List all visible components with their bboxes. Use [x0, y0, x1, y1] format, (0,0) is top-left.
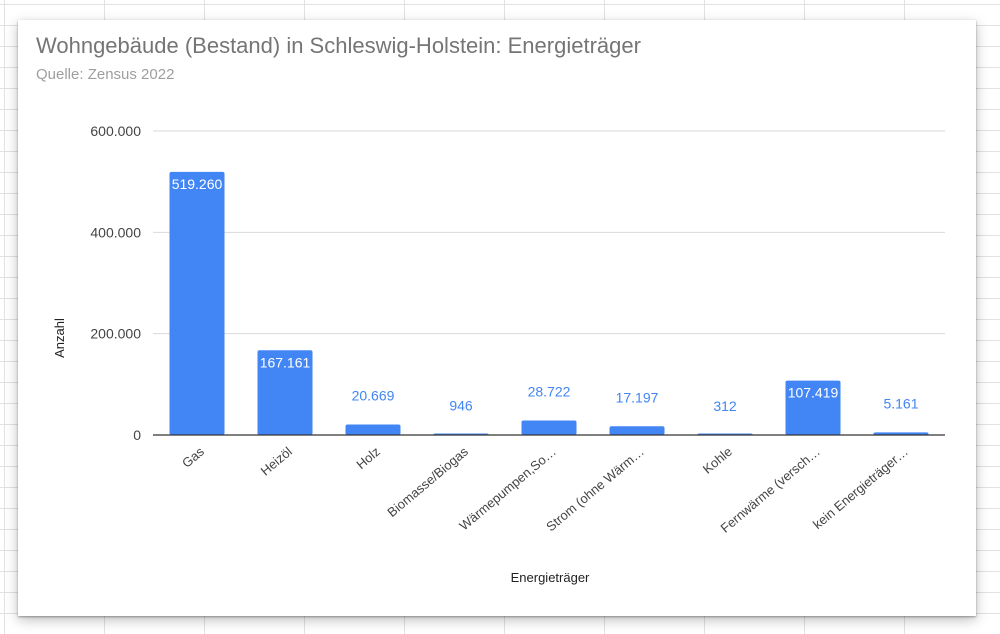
- x-axis-ticks: Gas Heizöl Holz Biomasse/BiogasWärmepumpen,…: [179, 443, 911, 535]
- x-tick-label: Biomasse/Biogas: [384, 443, 471, 519]
- data-label: 312: [713, 398, 737, 414]
- y-tick-label: 200.000: [90, 326, 141, 342]
- x-tick-label: Wärmepumpen,So…: [456, 444, 559, 534]
- data-label: 28.722: [528, 383, 571, 399]
- data-label: 946: [449, 398, 473, 414]
- x-tick-label: Holz: [353, 444, 383, 472]
- y-axis-label: Anzahl: [52, 318, 67, 358]
- y-axis-ticks: 0 200.000 400.000 600.000: [90, 123, 141, 443]
- data-labels: 519.260 167.161 20.669 946 28.722 17.197 312 10…: [172, 176, 919, 414]
- y-tick-label: 600.000: [90, 123, 141, 139]
- data-label: 107.419: [788, 385, 839, 401]
- bar[interactable]: [345, 424, 401, 435]
- bar[interactable]: [785, 380, 841, 435]
- bar-chart[interactable]: 0 200.000 400.000 600.000 519.260 167.161 20.…: [18, 20, 976, 616]
- data-label: 17.197: [616, 389, 659, 405]
- data-label: 5.161: [883, 395, 918, 411]
- data-label: 519.260: [172, 176, 223, 192]
- y-tick-label: 0: [133, 427, 141, 443]
- gridlines: [153, 130, 945, 335]
- data-label: 20.669: [352, 388, 395, 404]
- bar[interactable]: [257, 350, 313, 435]
- bar[interactable]: [873, 432, 929, 435]
- bars: [169, 171, 929, 435]
- bar[interactable]: [521, 420, 577, 435]
- x-tick-label: Gas: [179, 443, 207, 470]
- x-tick-label: Heizöl: [258, 444, 295, 479]
- x-tick-label: Fernwärme (versch…: [718, 444, 823, 536]
- x-tick-label: Strom (ohne Wärm…: [543, 444, 647, 534]
- x-tick-label: Kohle: [700, 444, 735, 477]
- x-tick-label: kein Energieträger…: [810, 444, 911, 532]
- x-axis-label: Energieträger: [511, 570, 590, 585]
- chart-title: Wohngebäude (Bestand) in Schleswig-Holst…: [36, 33, 641, 58]
- y-tick-label: 400.000: [90, 224, 141, 240]
- bar[interactable]: [609, 426, 665, 435]
- chart-subtitle: Quelle: Zensus 2022: [36, 66, 175, 83]
- data-label: 167.161: [260, 354, 311, 370]
- bar[interactable]: [169, 171, 225, 435]
